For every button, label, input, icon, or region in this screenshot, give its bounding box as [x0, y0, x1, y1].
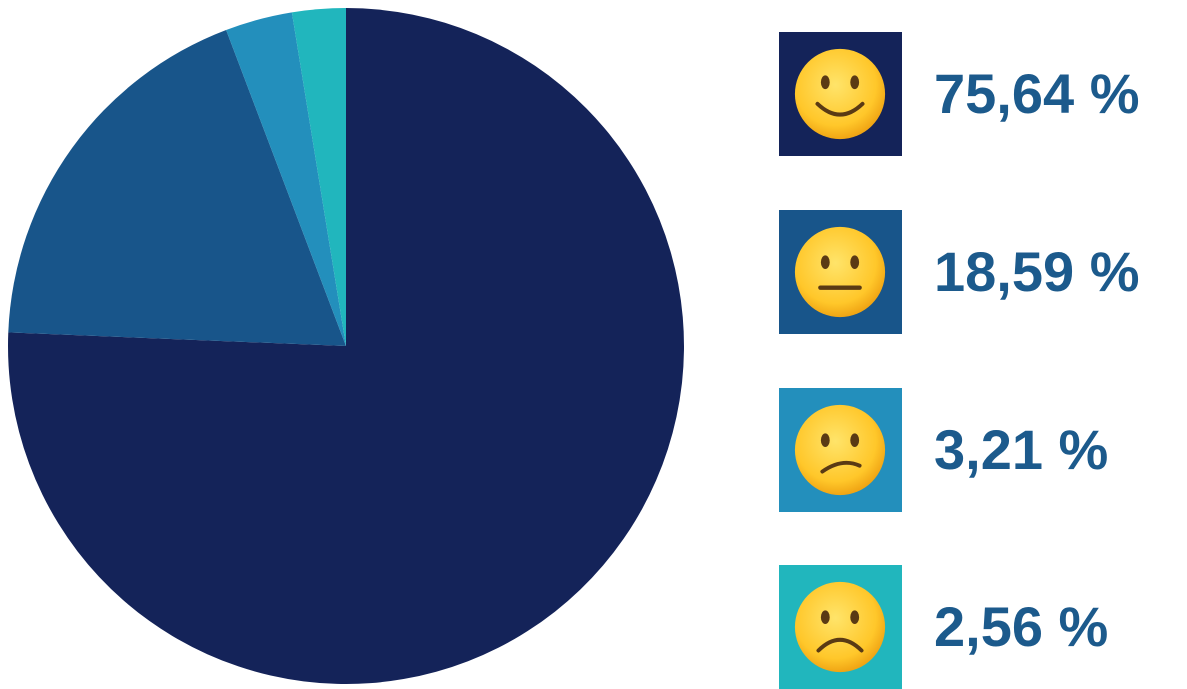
legend-item-satisfied: 75,64 %: [779, 32, 1179, 156]
legend-swatch: [779, 210, 902, 334]
smiling-face-icon: [794, 48, 886, 140]
pie-chart: [8, 8, 685, 684]
pie-slice-2: [8, 29, 346, 346]
legend-value: 2,56 %: [934, 595, 1109, 658]
legend-value: 75,64 %: [934, 62, 1140, 125]
legend-item-very-unsatisfied: 2,56 %: [779, 565, 1179, 689]
legend-value: 3,21 %: [934, 418, 1109, 481]
legend-swatch: [779, 388, 902, 512]
pie-slice-3: [226, 12, 346, 347]
confused-face-icon: [794, 404, 886, 496]
legend-item-unsatisfied: 3,21 %: [779, 388, 1179, 512]
neutral-face-icon: [794, 226, 886, 318]
legend-swatch: [779, 565, 902, 689]
legend-swatch: [779, 32, 902, 156]
frowning-face-icon: [794, 581, 886, 673]
legend-value: 18,59 %: [934, 240, 1140, 303]
legend-item-neutral: 18,59 %: [779, 210, 1179, 334]
pie-slice-1: [8, 8, 685, 684]
pie-slice-4: [291, 8, 346, 346]
